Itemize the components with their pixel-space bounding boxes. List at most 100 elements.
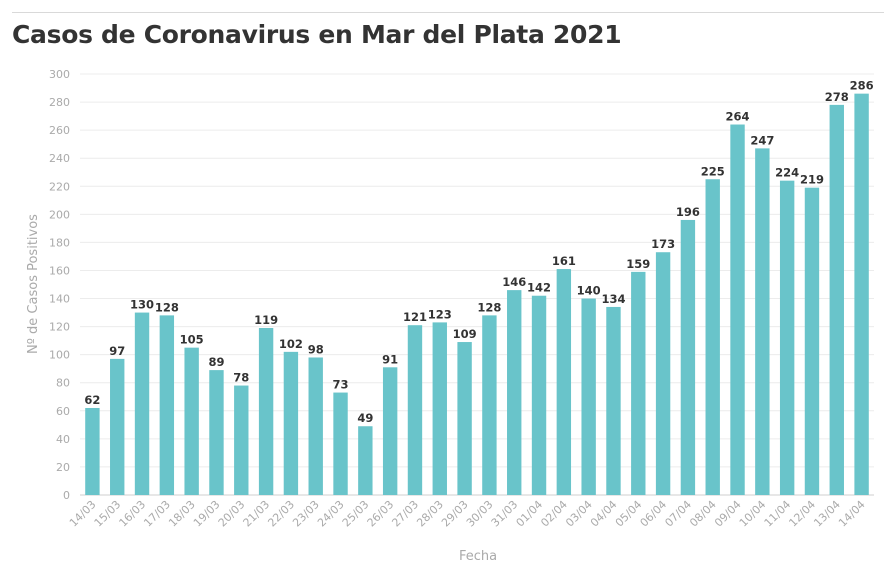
x-tick-label: 07/04: [662, 498, 694, 530]
y-axis-title: Nº de Casos Positivos: [26, 214, 41, 354]
x-tick-label: 26/03: [365, 498, 397, 530]
x-tick-label: 31/03: [489, 498, 521, 530]
data-label: 225: [701, 164, 725, 178]
data-label: 62: [84, 393, 100, 407]
y-tick-label: 120: [49, 321, 70, 334]
x-tick-label: 14/04: [836, 498, 868, 530]
bar: [85, 407, 100, 495]
bar: [283, 351, 299, 495]
x-tick-label: 02/04: [538, 498, 570, 530]
bar: [234, 385, 249, 495]
y-tick-label: 200: [49, 208, 70, 221]
x-tick-label: 24/03: [315, 498, 347, 530]
bar: [581, 298, 596, 495]
bar: [308, 357, 323, 495]
x-tick-label: 23/03: [290, 498, 322, 530]
bar: [507, 290, 522, 495]
data-label: 286: [850, 79, 874, 93]
data-label: 159: [626, 257, 650, 271]
bar: [358, 426, 373, 495]
data-label: 224: [775, 166, 799, 180]
y-tick-label: 260: [49, 124, 70, 137]
bar: [755, 148, 770, 496]
bar: [407, 325, 423, 495]
data-label: 130: [130, 298, 154, 312]
x-tick-label: 03/04: [563, 498, 595, 530]
bar: [730, 124, 745, 496]
bar: [705, 179, 720, 495]
data-label: 142: [527, 281, 551, 295]
data-label: 128: [155, 300, 179, 314]
bar: [258, 328, 274, 495]
x-tick-label: 19/03: [191, 498, 223, 530]
x-tick-label: 05/04: [613, 498, 645, 530]
y-tick-label: 60: [56, 405, 70, 418]
x-tick-label: 29/03: [439, 498, 471, 530]
x-tick-label: 20/03: [216, 498, 248, 530]
data-label: 161: [552, 254, 576, 268]
y-tick-label: 140: [49, 293, 70, 306]
data-label: 98: [308, 342, 324, 356]
data-label: 128: [477, 300, 501, 314]
data-label: 173: [651, 237, 675, 251]
bar: [531, 295, 547, 495]
y-tick-label: 300: [49, 68, 70, 81]
data-label: 278: [825, 90, 849, 104]
data-label: 49: [357, 411, 373, 425]
x-axis-title: Fecha: [459, 549, 497, 564]
y-tick-label: 220: [49, 180, 70, 193]
bar: [457, 342, 472, 495]
x-tick-label: 30/03: [464, 498, 496, 530]
x-tick-label: 22/03: [265, 498, 297, 530]
bar: [159, 315, 175, 495]
data-label: 247: [750, 133, 774, 147]
x-tick-label: 09/04: [712, 498, 744, 530]
bar: [606, 306, 621, 495]
bar: [209, 370, 224, 495]
data-label: 97: [109, 344, 125, 358]
data-label: 134: [601, 292, 625, 306]
data-label: 89: [208, 355, 224, 369]
bar: [382, 367, 398, 495]
x-tick-label: 06/04: [638, 498, 670, 530]
x-tick-label: 16/03: [117, 498, 149, 530]
bar: [680, 219, 696, 496]
y-tick-label: 280: [49, 96, 70, 109]
x-tick-label: 13/04: [811, 498, 843, 530]
data-label: 121: [403, 310, 427, 324]
data-label: 119: [254, 313, 278, 327]
x-tick-label: 14/03: [67, 498, 99, 530]
data-label: 196: [676, 205, 700, 219]
x-tick-label: 25/03: [340, 498, 372, 530]
x-tick-label: 28/03: [414, 498, 446, 530]
x-tick-label: 18/03: [166, 498, 198, 530]
x-tick-label: 01/04: [514, 498, 546, 530]
bar: [556, 269, 572, 495]
x-tick-label: 11/04: [762, 498, 794, 530]
bar: [432, 322, 447, 495]
x-tick-label: 12/04: [786, 498, 818, 530]
data-label: 91: [382, 352, 398, 366]
y-tick-label: 100: [49, 349, 70, 362]
x-tick-label: 17/03: [141, 498, 173, 530]
y-tick-label: 160: [49, 264, 70, 277]
y-tick-label: 80: [56, 377, 70, 390]
x-tick-label: 08/04: [687, 498, 719, 530]
x-tick-label: 27/03: [389, 498, 421, 530]
y-tick-label: 40: [56, 433, 70, 446]
bar: [854, 93, 869, 495]
bar: [631, 271, 646, 495]
data-label: 105: [180, 333, 204, 347]
bar: [779, 180, 795, 496]
y-tick-label: 240: [49, 152, 70, 165]
data-label: 78: [233, 371, 249, 385]
data-label: 102: [279, 337, 303, 351]
data-label: 109: [453, 327, 477, 341]
data-label: 73: [333, 378, 349, 392]
x-tick-label: 10/04: [737, 498, 769, 530]
bar: [110, 358, 125, 495]
y-tick-label: 180: [49, 236, 70, 249]
bar: [333, 392, 348, 495]
data-label: 219: [800, 173, 824, 187]
